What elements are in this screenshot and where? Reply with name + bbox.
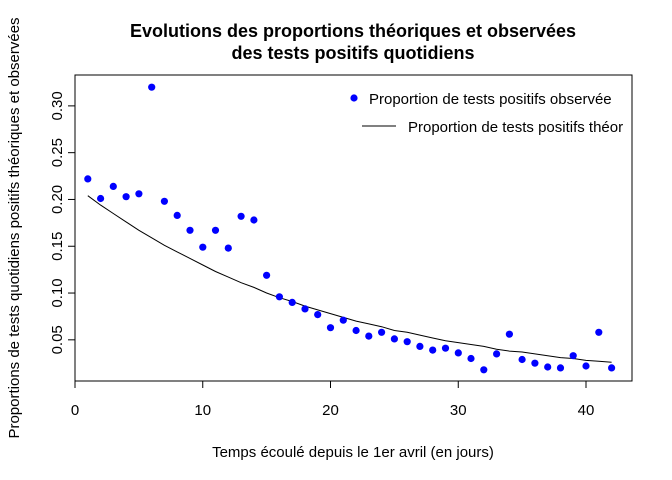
data-point-observed [97, 194, 105, 203]
data-point-observed [211, 226, 220, 234]
data-point-observed [263, 271, 271, 279]
y-tick-label-0: 0.05 [49, 325, 66, 354]
legend-marker-observed [350, 94, 358, 102]
data-point-observed [135, 190, 143, 198]
data-point-observed [352, 326, 360, 335]
y-axis-title: Proportions de tests quotidiens positifs… [6, 17, 23, 438]
data-point-observed [390, 335, 398, 343]
data-point-observed [595, 328, 603, 336]
data-point-observed [480, 366, 488, 374]
data-point-observed [493, 350, 501, 358]
data-point-observed [288, 298, 296, 306]
data-point-observed [173, 211, 181, 219]
data-point-observed [84, 175, 92, 183]
x-tick-label-2: 20 [322, 402, 339, 419]
data-point-observed [582, 362, 590, 370]
data-point-observed [416, 342, 424, 350]
legend-label-theoretical: Proportion de tests positifs théor [408, 119, 623, 136]
y-tick-label-1: 0.10 [49, 278, 66, 307]
data-point-observed [301, 305, 309, 313]
legend: Proportion de tests positifs observée Pr… [350, 91, 623, 136]
y-tick-label-2: 0.15 [49, 232, 66, 261]
plot-area [84, 83, 616, 374]
x-axis-title: Temps écoulé depuis le 1er avril (en jou… [212, 444, 494, 461]
data-point-observed [518, 355, 526, 364]
data-point-observed [109, 182, 117, 190]
data-point-observed [531, 359, 539, 367]
x-axis: 0 10 20 30 40 [71, 380, 595, 419]
data-point-observed [237, 212, 245, 220]
data-point-observed [186, 226, 194, 234]
data-point-observed [429, 346, 437, 354]
chart-title-line-1: Evolutions des proportions théoriques et… [130, 21, 576, 41]
data-point-observed [544, 363, 552, 371]
data-point-observed [148, 83, 156, 91]
data-point-observed [556, 364, 565, 372]
y-axis: 0.05 0.10 0.15 0.20 0.25 0.30 [49, 91, 76, 354]
y-tick-label-3: 0.20 [49, 185, 66, 214]
data-point-observed [441, 344, 450, 352]
y-tick-label-5: 0.30 [49, 91, 66, 120]
data-point-observed [569, 352, 577, 360]
data-point-observed [224, 244, 232, 252]
chart-title-line-2: des tests positifs quotidiens [231, 43, 474, 63]
data-point-observed [608, 364, 616, 372]
x-tick-label-4: 40 [578, 402, 595, 419]
legend-label-observed: Proportion de tests positifs observée [369, 91, 612, 108]
series-line-theoretical [87, 195, 612, 363]
data-point-observed [378, 328, 386, 336]
data-point-observed [250, 216, 258, 224]
data-point-observed [339, 316, 347, 324]
data-point-observed [275, 293, 283, 301]
data-point-observed [160, 197, 168, 205]
x-tick-label-3: 30 [450, 402, 467, 419]
data-point-observed [199, 243, 207, 251]
y-tick-label-4: 0.25 [49, 138, 66, 167]
data-point-observed [505, 330, 513, 338]
data-point-observed [122, 193, 130, 201]
data-point-observed [403, 338, 411, 346]
x-tick-label-0: 0 [71, 402, 79, 419]
data-point-observed [467, 354, 475, 363]
data-point-observed [454, 349, 462, 357]
data-point-observed [326, 324, 335, 332]
x-tick-label-1: 10 [194, 402, 211, 419]
data-point-observed [365, 332, 373, 340]
data-point-observed [314, 311, 322, 319]
